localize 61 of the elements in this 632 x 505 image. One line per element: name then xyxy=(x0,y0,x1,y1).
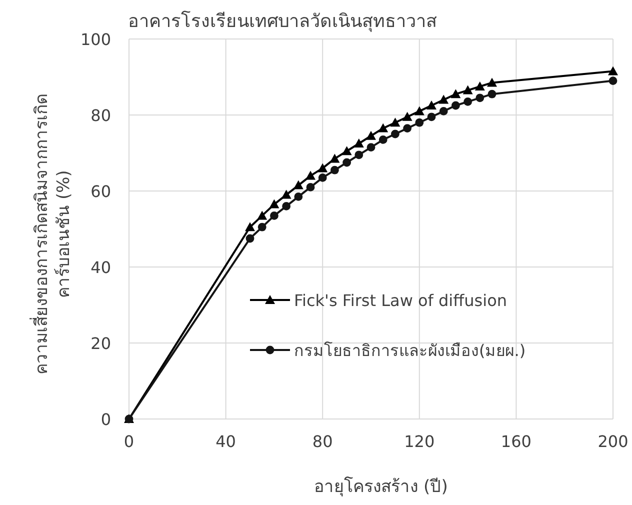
y-tick-label: 60 xyxy=(90,182,111,201)
point xyxy=(342,146,352,156)
point xyxy=(427,112,436,122)
chart-title: อาคารโรงเรียนเทศบาลวัดเนินสุทธาวาส xyxy=(128,10,437,32)
point xyxy=(318,174,327,182)
point xyxy=(257,210,268,220)
point xyxy=(330,154,340,163)
point xyxy=(414,106,424,116)
point xyxy=(378,123,388,132)
point xyxy=(439,107,448,116)
x-tick-label: 120 xyxy=(404,432,435,451)
point xyxy=(464,98,472,106)
point xyxy=(488,90,496,98)
point xyxy=(282,202,290,210)
x-tick-label: 0 xyxy=(124,432,134,451)
x-axis-title: อายุโครงสร้าง (ปี) xyxy=(314,476,448,497)
point xyxy=(378,136,388,144)
point xyxy=(391,130,400,138)
point xyxy=(306,183,315,192)
point xyxy=(270,212,278,220)
point xyxy=(330,166,339,174)
point xyxy=(366,143,376,152)
point xyxy=(476,94,484,102)
point xyxy=(390,118,400,127)
x-tick-label: 160 xyxy=(500,432,532,451)
y-tick-label: 0 xyxy=(100,410,111,429)
point xyxy=(245,222,255,232)
x-tick-label: 40 xyxy=(216,432,236,451)
point xyxy=(415,118,424,127)
legend-label: Fick's First Law of diffusion xyxy=(294,291,507,310)
point xyxy=(608,76,618,85)
point xyxy=(452,101,460,110)
point xyxy=(306,170,316,180)
point xyxy=(354,150,364,160)
point xyxy=(608,66,618,76)
point xyxy=(342,158,351,167)
point xyxy=(269,199,280,208)
point xyxy=(293,180,304,190)
point xyxy=(318,163,328,172)
point xyxy=(450,89,461,98)
point xyxy=(403,124,412,132)
x-tick-label: 80 xyxy=(312,432,333,451)
point xyxy=(402,112,412,121)
point xyxy=(438,94,449,104)
point xyxy=(258,222,266,232)
y-tick-label: 80 xyxy=(90,106,111,125)
point xyxy=(474,82,485,90)
x-tick-label: 200 xyxy=(598,432,628,451)
point xyxy=(281,190,292,199)
y-tick-label: 20 xyxy=(90,334,111,353)
point xyxy=(487,78,497,87)
point xyxy=(426,100,436,110)
y-axis-title: ความเสี่ยงของการเกิดสนิมจากการเกิดคาร์บอเนชัน (%) xyxy=(31,92,75,376)
point xyxy=(366,130,376,140)
point xyxy=(294,192,303,201)
legend-label: กรมโยธาธิการและผังเมือง(มยผ.) xyxy=(294,341,526,360)
y-tick-label: 40 xyxy=(90,258,111,277)
y-tick-label: 100 xyxy=(80,30,111,49)
point xyxy=(462,85,473,94)
point xyxy=(246,234,254,243)
point xyxy=(354,138,364,148)
